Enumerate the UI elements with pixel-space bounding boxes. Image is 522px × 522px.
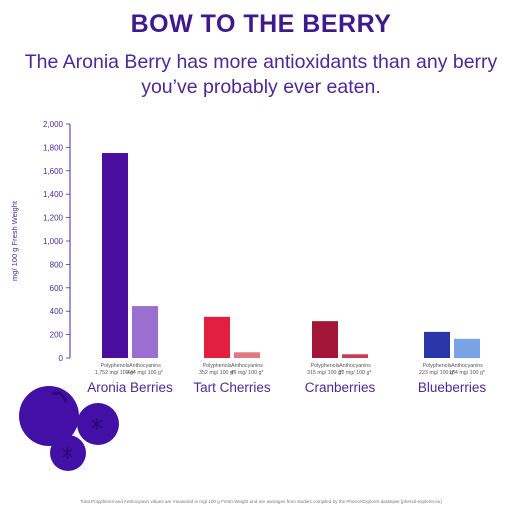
- subtitle-line-2: you’ve probably ever eaten.: [141, 76, 381, 98]
- bar-value-label: 444 mg/ 100 g*: [127, 370, 163, 376]
- chart-title: BOW TO THE BERRY: [130, 10, 392, 38]
- bar-cranberries-anthocyanins: [342, 354, 368, 358]
- bar-value-label: 352 mg/ 100 g*: [199, 370, 235, 376]
- y-tick-label: 1,600: [43, 167, 64, 176]
- blueberries-illustration: [19, 386, 119, 471]
- y-tick-label: 1,800: [43, 143, 64, 152]
- berry-right-crown: [91, 418, 103, 430]
- y-tick-label: 200: [50, 331, 64, 340]
- bar-series-label: Polyphenols: [423, 363, 452, 369]
- y-axis: 0 200 400 600 800 1,000 1,200 1,400 1,600 1,800 2,…: [10, 120, 71, 363]
- y-tick-label: 600: [50, 284, 64, 293]
- bar-series-label: Anthocyanins: [129, 363, 161, 369]
- y-tick-label: 400: [50, 307, 64, 316]
- bar-aronia-berries-polyphenols: [102, 153, 128, 358]
- category-label: Cranberries: [305, 380, 376, 395]
- berry-large-crown: [51, 391, 68, 403]
- bar-series-label: Polyphenols: [101, 363, 130, 369]
- bar-tart-cherries-polyphenols: [204, 316, 230, 358]
- bar-cranberries-polyphenols: [312, 321, 338, 358]
- berry-large: [19, 386, 79, 446]
- bar-value-label: 49 mg/ 100 g*: [231, 370, 264, 376]
- bar-aronia-berries-anthocyanins: [132, 306, 158, 358]
- y-tick-label: 800: [50, 260, 64, 269]
- bar-value-label: 1,752 mg/ 100 g*: [95, 370, 135, 376]
- y-tick-label: 1,200: [43, 214, 64, 223]
- bar-blueberries-polyphenols: [424, 331, 450, 358]
- y-tick-label: 0: [59, 354, 64, 363]
- y-tick-label: 1,400: [43, 190, 64, 199]
- bar-series-label: Polyphenols: [311, 363, 340, 369]
- subtitle-line-1: The Aronia Berry has more antioxidants t…: [24, 51, 498, 73]
- bar-series-label: Anthocyanins: [231, 363, 263, 369]
- bar-series-label: Polyphenols: [203, 363, 232, 369]
- bar-value-label: 32 mg/ 100 g*: [339, 370, 372, 376]
- bar-blueberries-anthocyanins: [454, 338, 480, 358]
- bar-value-label: 315 mg/ 100 g*: [307, 370, 343, 376]
- category-label: Tart Cherries: [193, 380, 271, 395]
- footnote: Total Polyphenol and Anthocyanin values …: [80, 499, 442, 504]
- y-tick-label: 1,000: [43, 237, 64, 246]
- bar-tart-cherries-anthocyanins: [234, 352, 260, 358]
- category-label: Blueberries: [418, 380, 487, 395]
- berry-bottom-crown: [62, 447, 73, 459]
- y-tick-label: 2,000: [43, 120, 64, 129]
- y-axis-title: mg/ 100 g Fresh Weight: [10, 200, 19, 281]
- bar-value-label: 164 mg/ 100 g*: [449, 370, 485, 376]
- bars-group: [102, 153, 480, 358]
- bar-series-label: Anthocyanins: [451, 363, 483, 369]
- chart-subtitle: The Aronia Berry has more antioxidants t…: [0, 50, 522, 100]
- category-label: Aronia Berries: [87, 380, 173, 395]
- bar-value-label: 223 mg/ 100 g*: [419, 370, 455, 376]
- bar-series-label: Anthocyanins: [339, 363, 371, 369]
